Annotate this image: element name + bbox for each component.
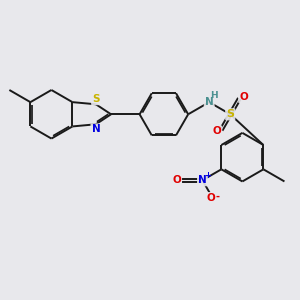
Text: N: N (92, 124, 100, 134)
Text: N: N (205, 97, 214, 107)
Text: O: O (207, 193, 215, 203)
Text: S: S (226, 109, 234, 119)
Text: +: + (204, 171, 211, 180)
Text: H: H (211, 91, 218, 100)
Text: O: O (212, 127, 221, 136)
Text: O: O (172, 175, 181, 185)
Text: O: O (239, 92, 248, 102)
Text: S: S (92, 94, 100, 104)
Text: N: N (198, 175, 207, 185)
Text: -: - (216, 192, 220, 202)
